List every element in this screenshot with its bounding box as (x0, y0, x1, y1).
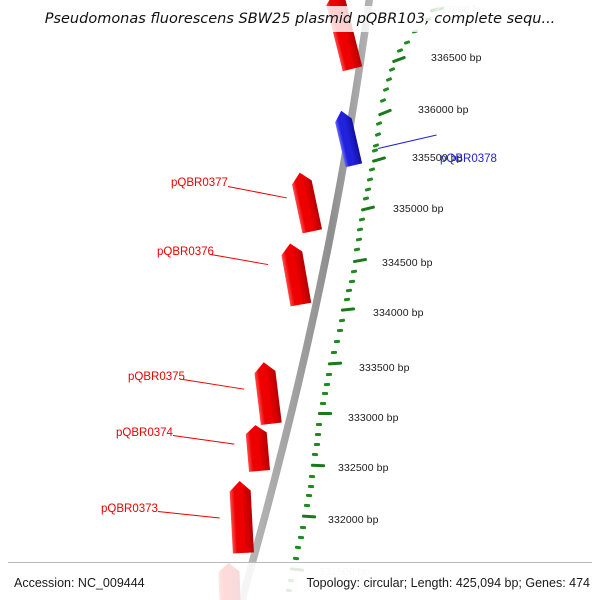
gene-label[interactable]: pQBR0375 (128, 371, 185, 383)
tick-label: 332000 bp (328, 514, 379, 526)
gene-label[interactable]: pQBR0377 (171, 177, 228, 189)
tick-mark-icon (294, 545, 302, 550)
accession-text: Accession: NC_009444 (14, 576, 145, 590)
tick-label: 335500 bp (412, 152, 463, 164)
tick-mark-icon (323, 382, 331, 387)
status-bar: Accession: NC_009444 Topology: circular;… (0, 562, 600, 600)
tick-mark-icon (297, 535, 305, 540)
tick-label: 336000 bp (418, 104, 469, 116)
tick-mark-icon (338, 318, 346, 323)
tick-mark-icon (292, 556, 300, 561)
tick-label: 336500 bp (431, 52, 482, 64)
tick-label: 337000 bp (434, 4, 485, 16)
gene-label[interactable]: pQBR0378 (440, 153, 497, 165)
tick-mark-icon (321, 391, 329, 396)
tick-label: 335000 bp (393, 203, 444, 215)
tick-mark-icon (314, 432, 322, 437)
tick-label: 333500 bp (359, 362, 410, 374)
gene-arrow-icon[interactable] (280, 242, 312, 307)
tick-label: 334500 bp (382, 257, 433, 269)
tick-mark-icon (311, 452, 319, 457)
status-divider (8, 562, 592, 563)
tick-mark-icon (330, 350, 338, 355)
tick-mark-icon (305, 493, 313, 498)
tick-mark-icon (303, 503, 311, 508)
tick-label: 333000 bp (348, 412, 399, 424)
tick-mark-icon (325, 372, 333, 377)
topology-text: Topology: circular; Length: 425,094 bp; … (306, 576, 590, 590)
tick-mark-icon (299, 525, 307, 530)
tick-mark-icon (310, 463, 326, 468)
gene-label[interactable]: pQBR0374 (116, 427, 173, 439)
tick-mark-icon (313, 442, 321, 447)
tick-mark-icon (307, 484, 315, 489)
tick-mark-icon (333, 339, 341, 344)
tick-label: 332500 bp (338, 462, 389, 474)
gene-arrow-icon[interactable] (245, 424, 270, 472)
tick-mark-icon (319, 401, 327, 406)
tick-mark-icon (336, 328, 344, 333)
gene-label[interactable]: pQBR0376 (157, 246, 214, 258)
gene-arrow-icon[interactable] (333, 109, 363, 168)
tick-mark-icon (308, 474, 316, 479)
gene-arrow-icon[interactable] (290, 171, 323, 234)
tick-mark-icon (318, 412, 332, 416)
tick-mark-icon (316, 423, 322, 426)
tick-label: 334000 bp (373, 307, 424, 319)
gene-arrow-icon[interactable] (229, 480, 254, 554)
gene-arrow-icon[interactable] (253, 361, 282, 426)
gene-label[interactable]: pQBR0373 (101, 503, 158, 515)
